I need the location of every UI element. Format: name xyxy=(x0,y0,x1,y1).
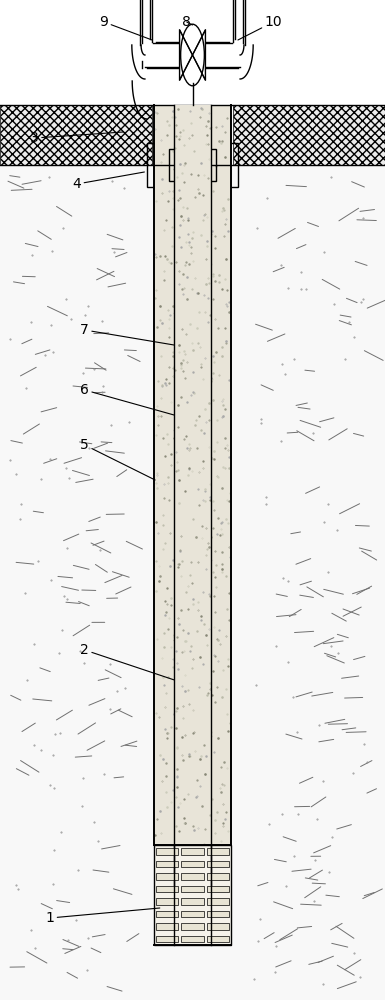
Text: 3: 3 xyxy=(30,131,123,145)
Bar xyxy=(156,898,178,904)
Bar xyxy=(156,848,178,854)
Text: 7: 7 xyxy=(80,323,174,345)
Bar xyxy=(156,910,178,917)
Text: 5: 5 xyxy=(80,438,155,480)
Bar xyxy=(207,873,229,880)
Bar xyxy=(156,923,178,930)
Polygon shape xyxy=(179,30,192,80)
Bar xyxy=(181,886,204,892)
Text: 10: 10 xyxy=(238,15,282,40)
Bar xyxy=(207,848,229,854)
Bar xyxy=(156,873,178,880)
Bar xyxy=(156,936,178,942)
Bar xyxy=(233,105,385,165)
Text: 8: 8 xyxy=(182,15,192,29)
Bar xyxy=(181,923,204,930)
Text: 4: 4 xyxy=(73,172,144,191)
Bar xyxy=(154,105,231,845)
Bar xyxy=(0,165,385,1000)
Text: 9: 9 xyxy=(99,15,152,40)
Bar xyxy=(156,860,178,867)
Bar xyxy=(181,873,204,880)
Bar xyxy=(207,936,229,942)
Text: 1: 1 xyxy=(45,908,160,925)
Bar xyxy=(207,886,229,892)
Bar xyxy=(181,848,204,854)
Bar xyxy=(0,105,152,165)
Bar xyxy=(207,898,229,904)
Bar xyxy=(156,886,178,892)
Bar xyxy=(174,105,211,885)
Bar xyxy=(207,910,229,917)
Bar xyxy=(154,845,231,945)
Bar xyxy=(207,923,229,930)
Bar xyxy=(181,910,204,917)
Bar xyxy=(181,898,204,904)
Polygon shape xyxy=(192,30,206,80)
Bar xyxy=(207,860,229,867)
Bar xyxy=(181,860,204,867)
Text: 2: 2 xyxy=(80,643,174,680)
Bar xyxy=(181,936,204,942)
Text: 6: 6 xyxy=(80,383,174,415)
